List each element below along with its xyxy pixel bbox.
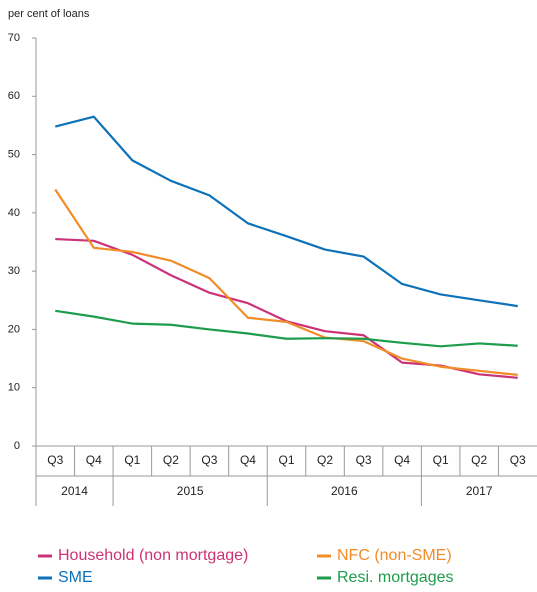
group-label: 2014	[61, 484, 88, 498]
x-tick-label: Q2	[471, 453, 487, 467]
group-label: 2017	[466, 484, 493, 498]
y-tick-label: 50	[8, 148, 20, 160]
x-tick-label: Q2	[163, 453, 179, 467]
x-tick-label: Q3	[510, 453, 526, 467]
series-line	[54, 188, 518, 376]
series-line	[55, 309, 518, 348]
y-tick-label: 60	[8, 90, 20, 102]
legend-label: Resi. mortgages	[337, 569, 454, 586]
series-line	[55, 237, 518, 379]
y-tick-label: 0	[14, 440, 20, 452]
x-tick-label: Q4	[394, 453, 410, 467]
legend-label: NFC (non-SME)	[337, 547, 452, 564]
series-line	[54, 115, 518, 308]
x-tick-label: Q1	[433, 453, 449, 467]
legend-label: SME	[58, 569, 93, 586]
x-tick-label: Q3	[201, 453, 217, 467]
y-tick-label: 20	[8, 323, 20, 335]
y-tick-label: 40	[8, 207, 20, 219]
y-tick-label: 70	[8, 32, 20, 44]
y-tick-label: 10	[8, 382, 20, 394]
y-tick-label: 30	[8, 265, 20, 277]
legend-label: Household (non mortgage)	[58, 547, 248, 564]
y-axis-label: per cent of loans	[8, 8, 90, 20]
group-label: 2015	[177, 484, 204, 498]
x-tick-label: Q4	[240, 453, 256, 467]
x-tick-label: Q2	[317, 453, 333, 467]
x-tick-label: Q1	[278, 453, 294, 467]
x-tick-label: Q1	[124, 453, 140, 467]
group-label: 2016	[331, 484, 358, 498]
x-tick-label: Q3	[47, 453, 63, 467]
x-tick-label: Q3	[356, 453, 372, 467]
x-tick-label: Q4	[86, 453, 102, 467]
